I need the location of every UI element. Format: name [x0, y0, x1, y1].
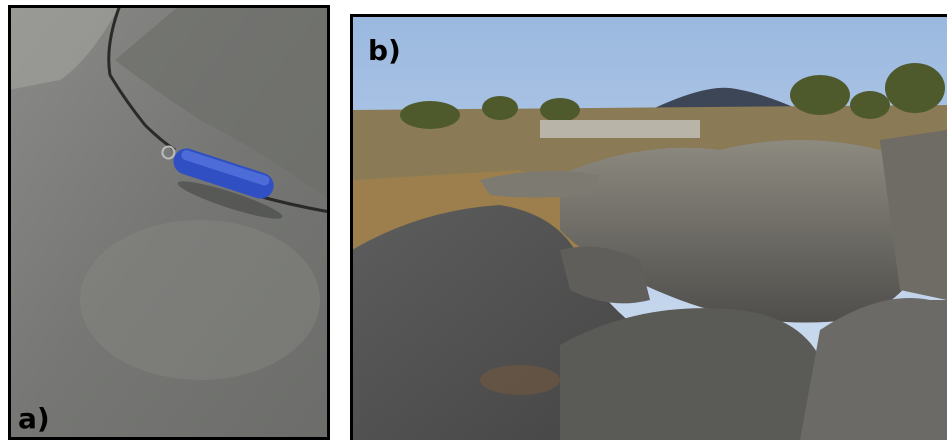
figure: a) b) — [0, 0, 947, 440]
panel-label: b) — [368, 34, 401, 67]
photo-a — [8, 5, 330, 440]
page: a) b) (() => { const data = JSON.parse(d… — [0, 0, 947, 440]
photo-b — [352, 15, 947, 440]
panel-label: a) — [18, 402, 50, 435]
